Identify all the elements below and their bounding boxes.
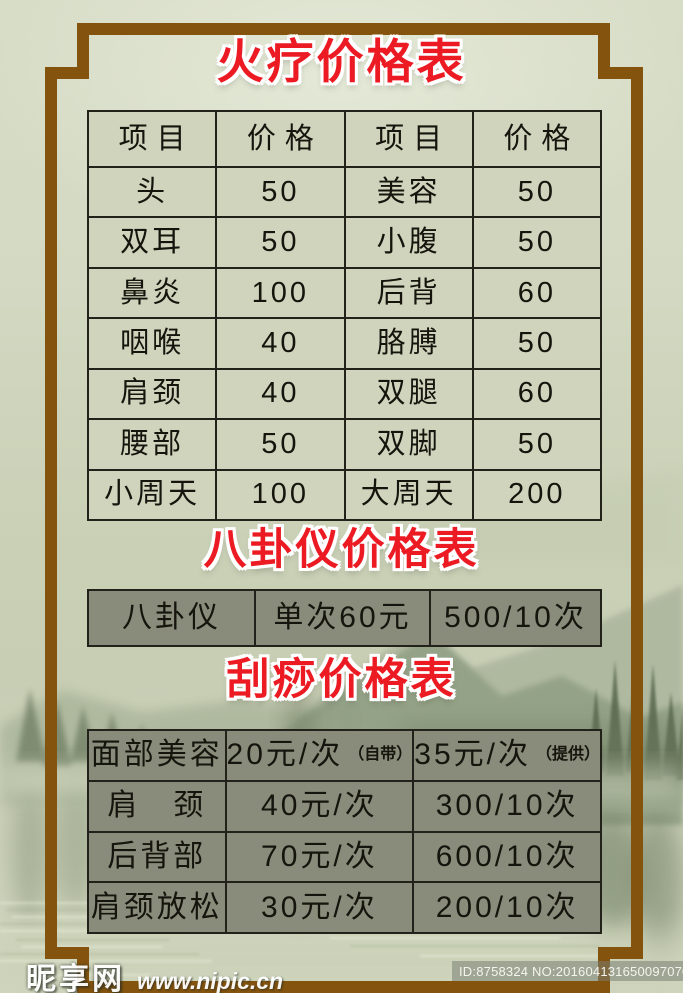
table-cell: 40元/次 (226, 781, 413, 831)
column-header: 项目 (345, 112, 472, 166)
table-cell: 单次60元 (256, 591, 429, 645)
table-cell: 200 (473, 470, 600, 519)
table-cell: 双脚 (345, 420, 472, 469)
table-cell: 20元/次 （自带） (226, 731, 413, 780)
table-cell: 40 (217, 319, 344, 368)
table-cell: 肩颈放松 (89, 883, 225, 932)
table-cell: 500/10次 (431, 591, 600, 645)
watermark-id-bar: ID:8758324 NO:20160413165009707000 (452, 961, 683, 981)
frame-right-bar (631, 67, 643, 959)
table-cell: 50 (217, 168, 344, 217)
bagua-price-table: 八卦仪 单次60元 500/10次 (87, 589, 602, 647)
frame-top-left-step (77, 23, 89, 79)
table-cell: 100 (217, 268, 344, 318)
column-header: 项目 (89, 112, 216, 166)
price-text: 20元/次 (226, 738, 344, 772)
table-cell: 50 (473, 420, 600, 469)
table-cell: 肩 颈 (89, 781, 225, 831)
table-cell: 50 (473, 218, 600, 267)
table-cell: 鼻炎 (89, 268, 216, 318)
brand-site-url: www.nipic.cn (137, 968, 284, 993)
table-cell: 300/10次 (414, 781, 600, 831)
table-cell: 八卦仪 (89, 591, 255, 645)
table-cell: 200/10次 (414, 883, 600, 932)
guasha-price-table: 面部美容 20元/次 （自带） 35元/次 （提供） 肩 颈 40元/次 300/1… (87, 729, 602, 934)
table-cell: 30元/次 (226, 883, 413, 932)
table-cell: 头 (89, 168, 216, 217)
column-header: 价格 (217, 112, 344, 166)
table-cell: 50 (217, 218, 344, 267)
table-cell: 肩颈 (89, 369, 216, 419)
table-cell: 咽喉 (89, 319, 216, 368)
table-cell: 胳膊 (345, 319, 472, 368)
table-cell: 小腹 (345, 218, 472, 267)
table-cell: 50 (217, 420, 344, 469)
guasha-table-title: 刮痧价格表 (226, 656, 457, 704)
table-cell: 70元/次 (226, 832, 413, 882)
table-cell: 50 (473, 168, 600, 217)
fire-table-title: 火疗价格表 (216, 35, 467, 88)
table-cell: 100 (217, 470, 344, 519)
bagua-table-title: 八卦仪价格表 (203, 526, 480, 574)
frame-top-bar (77, 23, 610, 35)
table-cell: 60 (473, 268, 600, 318)
table-cell: 60 (473, 369, 600, 419)
table-cell: 35元/次 （提供） (414, 731, 600, 780)
frame-bottom-bar (77, 981, 610, 993)
table-cell: 腰部 (89, 420, 216, 469)
table-cell: 美容 (345, 168, 472, 217)
table-cell: 双腿 (345, 369, 472, 419)
fire-price-table: 项目 价格 项目 价格 头 50 美容 50 双耳 50 小腹 50 鼻炎 10… (87, 110, 602, 521)
table-cell: 面部美容 (89, 731, 225, 780)
column-header: 价格 (473, 112, 600, 166)
table-cell: 双耳 (89, 218, 216, 267)
table-cell: 大周天 (345, 470, 472, 519)
table-cell: 40 (217, 369, 344, 419)
table-cell: 600/10次 (414, 832, 600, 882)
frame-top-right-step (598, 23, 610, 79)
price-note: （提供） (535, 746, 600, 764)
table-cell: 后背部 (89, 832, 225, 882)
watermark-brand: 昵享网 www.nipic.cn (26, 954, 283, 993)
table-cell: 小周天 (89, 470, 216, 519)
table-cell: 后背 (345, 268, 472, 318)
price-note: （自带） (348, 746, 413, 764)
frame-left-bar (45, 67, 57, 959)
price-text: 35元/次 (414, 738, 531, 772)
table-cell: 50 (473, 319, 600, 368)
brand-logo-text: 昵享网 (26, 963, 125, 993)
